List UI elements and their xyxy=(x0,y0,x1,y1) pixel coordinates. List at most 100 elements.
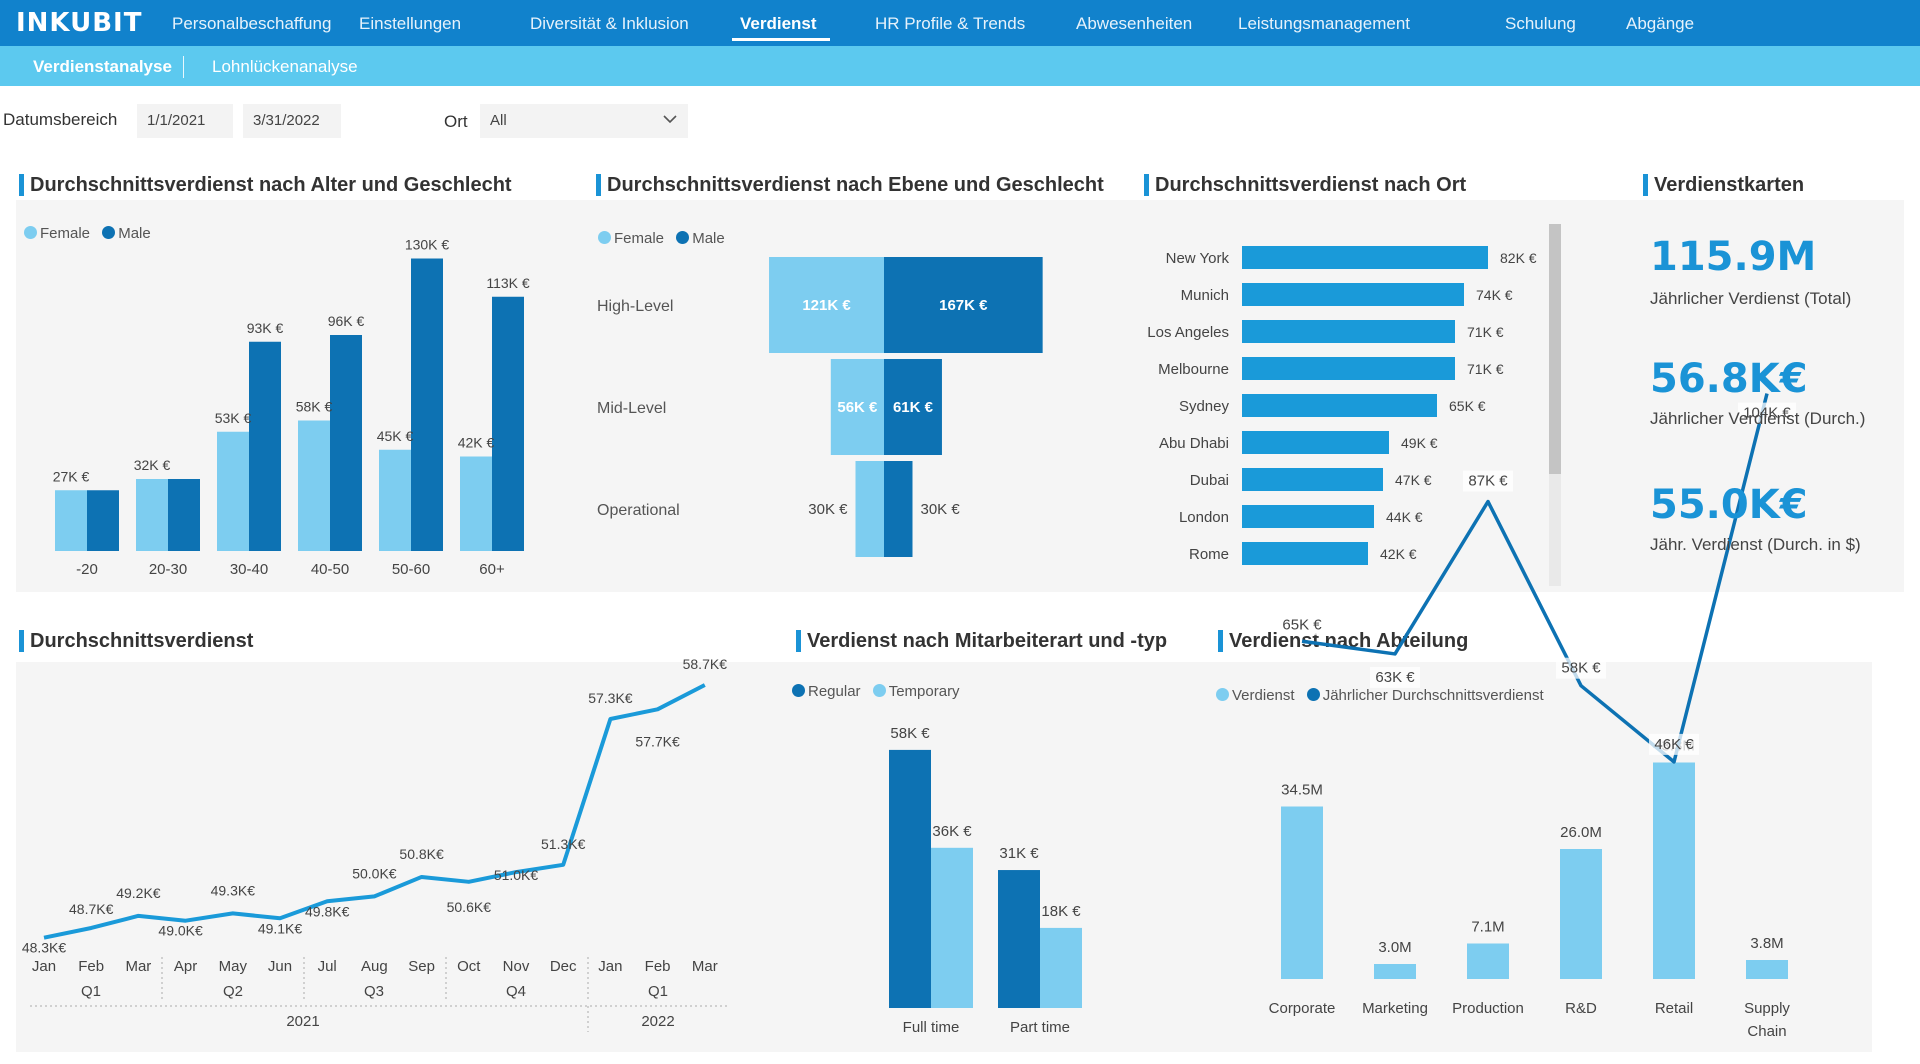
nav-einstellungen[interactable]: Einstellungen xyxy=(359,14,462,33)
subtab-divider xyxy=(183,56,184,78)
nav-schulung[interactable]: Schulung xyxy=(1505,14,1576,33)
dept-bar-0 xyxy=(1281,806,1323,979)
dept-average-label-bg xyxy=(1556,657,1606,679)
level-bar-male-0 xyxy=(884,257,1043,353)
trend-quarter-label: Q3 xyxy=(364,983,384,1000)
nav-hr-profile[interactable]: HR Profile & Trends xyxy=(875,14,1026,33)
age-chart-legend: Female Male xyxy=(24,225,151,242)
trend-month-label: Feb xyxy=(78,958,104,975)
trend-chart-title: Durchschnittsverdienst xyxy=(18,630,254,652)
subtab-verdienstanalyse[interactable]: Verdienstanalyse xyxy=(33,57,172,76)
type-bar-temporary-1 xyxy=(1040,927,1082,1008)
type-label-regular: 58K € xyxy=(890,725,930,742)
level-category-label: Operational xyxy=(597,502,680,519)
dept-category-label: R&D xyxy=(1565,1000,1597,1017)
trend-value-label: 50.6K€ xyxy=(447,899,492,915)
nav-personalbeschaffung[interactable]: Personalbeschaffung xyxy=(172,14,332,33)
kpi-avg-label: Jährlicher Verdienst (Durch.) xyxy=(1650,409,1866,428)
legend-male-dot xyxy=(676,231,690,244)
dept-bar-2 xyxy=(1467,943,1509,979)
location-scrollbar-thumb[interactable] xyxy=(1549,224,1561,474)
age-bar-female-20-30 xyxy=(136,479,168,551)
location-value-label: 47K € xyxy=(1395,472,1432,488)
age-tick-label: 20-30 xyxy=(149,561,187,578)
date-to-input[interactable]: 3/31/2022 xyxy=(243,104,341,138)
age-label-female: 32K € xyxy=(134,457,171,473)
dept-total-label: 3.8M xyxy=(1750,935,1783,952)
trend-value-label: 51.0K€ xyxy=(494,867,539,883)
dept-average-line xyxy=(1301,393,1769,764)
trend-month-label: Mar xyxy=(692,958,718,975)
nav-abgaenge[interactable]: Abgänge xyxy=(1626,14,1695,33)
location-bar-8 xyxy=(1242,542,1368,565)
kpi-avg-usd-value: 55.0K€ xyxy=(1650,482,1808,528)
location-name-label: Melbourne xyxy=(1158,361,1229,378)
dept-average-label-bg xyxy=(1463,470,1513,492)
trend-month-label: Sep xyxy=(408,958,435,975)
location-name-label: Dubai xyxy=(1190,472,1229,489)
legend-temporary-label: Temporary xyxy=(888,683,960,700)
location-scrollbar-track[interactable] xyxy=(1549,224,1561,586)
age-chart-title: Durchschnittsverdienst nach Alter und Ge… xyxy=(19,174,512,196)
dept-chart-legend: Verdienst Jährlicher Durchschnittsverdie… xyxy=(1216,687,1544,704)
location-select-value: All xyxy=(490,112,507,129)
location-bar-6 xyxy=(1242,468,1383,491)
age-label-male: 93K € xyxy=(247,320,284,336)
age-bar-female-30-40 xyxy=(217,431,249,551)
top-navigation-bar: INKUBIT Personalbeschaffung Einstellunge… xyxy=(0,0,1920,46)
nav-verdienst[interactable]: Verdienst xyxy=(740,14,817,33)
type-label-temporary: 36K € xyxy=(932,823,972,840)
location-value-label: 71K € xyxy=(1467,324,1504,340)
type-category-label: Part time xyxy=(1010,1019,1070,1036)
trend-month-label: Dec xyxy=(550,958,577,975)
age-bar-male-60+ xyxy=(492,296,524,551)
trend-quarter-label: Q1 xyxy=(648,983,668,1000)
location-chart-title: Durchschnittsverdienst nach Ort xyxy=(1143,174,1467,196)
dept-total-label: 3.0M xyxy=(1378,939,1411,956)
age-bar-female-60+ xyxy=(460,456,492,551)
nav-leistungsmanagement[interactable]: Leistungsmanagement xyxy=(1238,14,1411,33)
trend-value-label: 49.2K€ xyxy=(116,885,161,901)
kpi-cards-title: Verdienstkarten xyxy=(1642,174,1805,196)
dept-category-label: Marketing xyxy=(1362,1000,1428,1017)
subtab-lohnlueckenanalyse[interactable]: Lohnlückenanalyse xyxy=(212,57,358,76)
location-name-label: Sydney xyxy=(1179,398,1230,415)
level-category-label: Mid-Level xyxy=(597,400,666,417)
trend-value-label: 50.8K€ xyxy=(399,846,444,862)
trend-value-label: 49.8K€ xyxy=(305,903,350,919)
location-value-label: 42K € xyxy=(1380,546,1417,562)
dept-average-label: 104K € xyxy=(1743,405,1791,422)
type-bar-regular-0 xyxy=(889,749,931,1008)
type-label-regular: 31K € xyxy=(999,845,1039,862)
location-name-label: Rome xyxy=(1189,546,1229,563)
trend-value-label: 57.3K€ xyxy=(588,690,633,706)
location-bar-3 xyxy=(1242,357,1455,380)
type-category-label: Full time xyxy=(903,1019,960,1036)
dept-category-label: Chain xyxy=(1747,1023,1786,1040)
trend-year-label: 2021 xyxy=(286,1013,319,1030)
age-bar-female-50-60 xyxy=(379,449,411,551)
trend-quarter-label: Q2 xyxy=(223,983,243,1000)
age-label-male: 130K € xyxy=(405,237,450,253)
trend-value-label: 58.7K€ xyxy=(683,656,728,672)
location-select[interactable]: All xyxy=(480,104,688,138)
age-bar-female-40-50 xyxy=(298,420,330,551)
age-bar-male--20 xyxy=(87,490,119,551)
kpi-total-value: 115.9M xyxy=(1650,234,1817,280)
location-name-label: London xyxy=(1179,509,1229,526)
location-bar-1 xyxy=(1242,283,1464,306)
dept-average-label: 65K € xyxy=(1282,616,1322,633)
dept-category-label: Corporate xyxy=(1269,1000,1336,1017)
date-from-input[interactable]: 1/1/2021 xyxy=(137,104,233,138)
nav-abwesenheiten[interactable]: Abwesenheiten xyxy=(1076,14,1193,33)
dept-category-label: Supply xyxy=(1744,1000,1790,1017)
nav-diversitaet[interactable]: Diversität & Inklusion xyxy=(530,14,689,33)
kpi-avg-value: 56.8K€ xyxy=(1650,356,1808,402)
active-tab-indicator xyxy=(732,38,830,41)
dept-average-label-bg xyxy=(1649,733,1699,755)
age-label-male: 96K € xyxy=(328,313,365,329)
